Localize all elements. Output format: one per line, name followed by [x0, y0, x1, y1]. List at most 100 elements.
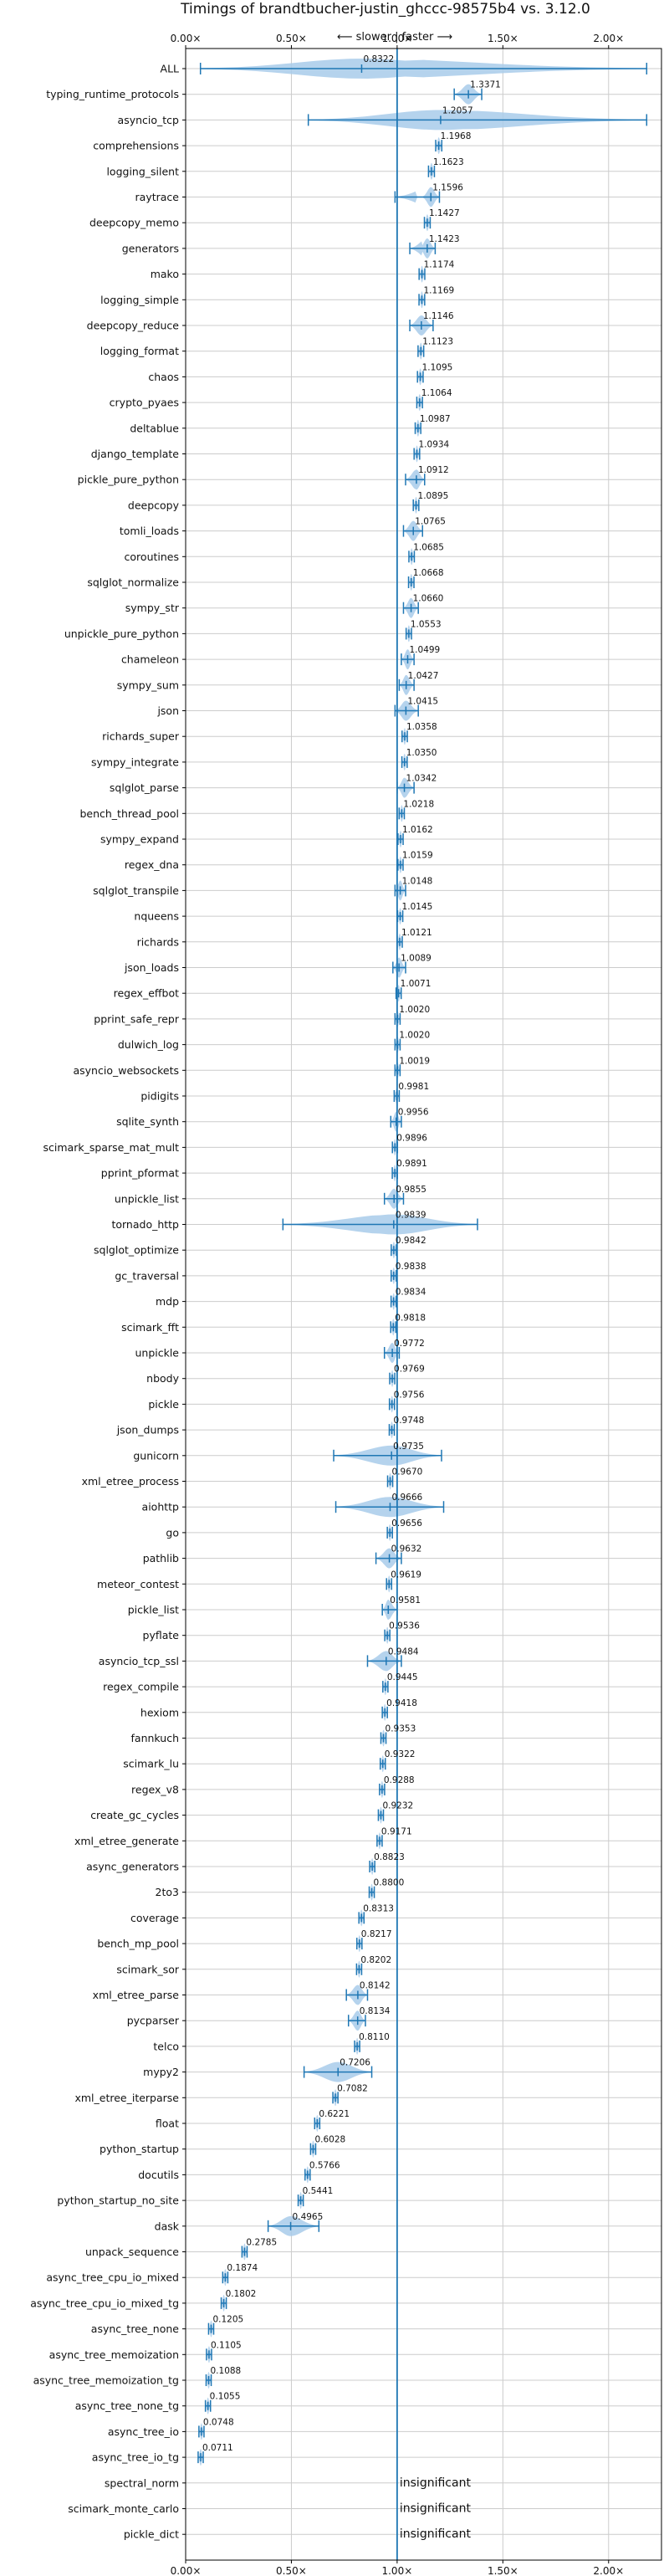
value-label: 0.9666 — [391, 1493, 422, 1503]
value-label: 0.9772 — [394, 1339, 425, 1349]
value-label: 0.8313 — [363, 1903, 394, 1913]
benchmark-label: chaos — [148, 371, 179, 383]
value-label: 1.1427 — [429, 208, 460, 218]
benchmark-label: pycparser — [127, 2015, 180, 2027]
value-label: 0.4965 — [293, 2212, 324, 2222]
benchmark-label: comprehensions — [93, 140, 179, 152]
value-label: 0.0748 — [203, 2417, 234, 2427]
value-label: 0.8134 — [360, 2006, 391, 2016]
value-label: 0.9834 — [396, 1288, 426, 1298]
x-tick-label-bottom: 0.00× — [171, 2565, 202, 2576]
value-label: 1.0553 — [411, 619, 442, 629]
value-label: 0.9288 — [384, 1775, 415, 1785]
value-label: 0.7082 — [337, 2083, 368, 2093]
x-tick-label-bottom: 2.00× — [593, 2565, 624, 2576]
benchmark-label: pidigits — [140, 1090, 179, 1103]
benchmark-label: telco — [153, 2040, 179, 2052]
benchmark-label: docutils — [138, 2169, 179, 2181]
benchmark-label: pickle_dict — [124, 2528, 179, 2541]
value-label: 0.9818 — [395, 1313, 426, 1323]
benchmark-label: async_tree_io_tg — [92, 2451, 179, 2464]
value-label: 1.0987 — [420, 414, 451, 424]
value-label: 0.9756 — [394, 1390, 425, 1400]
benchmark-label: crypto_pyaes — [110, 397, 179, 409]
value-label: 1.0912 — [418, 465, 449, 475]
value-label: 0.9171 — [381, 1826, 412, 1836]
benchmark-label: asyncio_websockets — [73, 1064, 179, 1077]
benchmark-label: chameleon — [121, 653, 179, 666]
value-label: 1.1623 — [433, 157, 464, 167]
benchmark-label: gunicorn — [133, 1449, 179, 1462]
value-label: 1.0685 — [413, 542, 444, 552]
value-label: 1.1146 — [423, 311, 454, 321]
value-label: 0.9981 — [398, 1082, 429, 1092]
grid-layer — [182, 49, 661, 2560]
x-tick-label-bottom: 1.00× — [381, 2565, 412, 2576]
benchmark-label: regex_effbot — [114, 987, 179, 1000]
chart-title: Timings of brandtbucher-justin_ghccc-985… — [180, 1, 590, 18]
benchmark-label: scimark_sparse_mat_mult — [43, 1141, 180, 1154]
benchmark-label: float — [156, 2118, 179, 2130]
benchmark-label: pickle — [148, 1398, 179, 1411]
benchmark-label: unpickle — [135, 1347, 179, 1360]
value-label: 1.1123 — [422, 337, 453, 347]
value-label: 0.9581 — [390, 1595, 421, 1606]
value-label: 0.9735 — [393, 1442, 424, 1452]
benchmark-label: dask — [155, 2220, 180, 2232]
benchmark-label: async_tree_none — [91, 2322, 180, 2335]
benchmark-label: sympy_sum — [117, 679, 179, 691]
benchmark-label: scimark_monte_carlo — [68, 2502, 179, 2515]
benchmark-label: pprint_safe_repr — [94, 1012, 180, 1025]
benchmark-label: mdp — [156, 1295, 179, 1308]
value-label: 0.9769 — [394, 1365, 425, 1375]
value-label: 1.0895 — [418, 491, 449, 501]
benchmark-label: pyflate — [143, 1629, 180, 1641]
x-tick-label-top: 0.00× — [171, 33, 202, 44]
benchmark-label: sqlglot_optimize — [94, 1244, 179, 1257]
benchmark-label: richards_super — [102, 730, 180, 743]
value-label: 1.0121 — [401, 928, 432, 938]
benchmark-label: pathlib — [143, 1552, 179, 1565]
value-label: 0.8800 — [374, 1878, 405, 1888]
benchmark-label: gc_traversal — [115, 1269, 179, 1282]
value-label: 0.9445 — [387, 1672, 418, 1682]
benchmark-label: python_startup_no_site — [57, 2194, 179, 2207]
benchmark-label: coroutines — [125, 551, 179, 563]
benchmark-label: dulwich_log — [118, 1038, 179, 1051]
value-label: 0.7206 — [340, 2058, 370, 2068]
x-tick-label-top: 1.50× — [488, 33, 518, 44]
benchmark-label: tomli_loads — [120, 525, 179, 537]
value-label: 1.0145 — [402, 902, 433, 912]
value-label: 0.9839 — [396, 1211, 426, 1221]
x-tick-label-top: 0.50× — [276, 33, 307, 44]
value-label: 0.9896 — [396, 1133, 427, 1143]
benchmark-label: typing_runtime_protocols — [46, 88, 179, 100]
value-label: 1.1064 — [421, 388, 452, 398]
value-label: 1.0218 — [403, 799, 434, 809]
benchmark-label: xml_etree_parse — [93, 1989, 180, 2001]
value-label: 1.0350 — [406, 748, 437, 758]
value-label: 1.2057 — [442, 105, 473, 115]
benchmark-label: async_tree_memoization — [49, 2348, 179, 2361]
value-label: 1.0159 — [402, 851, 433, 861]
value-label: 0.1055 — [210, 2392, 241, 2402]
value-label: 1.0499 — [410, 645, 441, 655]
benchmark-label: async_tree_io — [108, 2425, 179, 2438]
violin-layer — [197, 59, 648, 2466]
benchmark-label: deepcopy_reduce — [87, 320, 180, 332]
value-label: 0.8823 — [374, 1852, 405, 1862]
benchmark-label: async_tree_cpu_io_mixed — [46, 2271, 179, 2284]
x-axis: 0.00× 0.00× 0.50× 0.50× 1.00× 1.00× 1.50× 1.50×… — [171, 33, 625, 2576]
benchmark-label: regex_dna — [125, 858, 179, 871]
value-label: 0.2785 — [246, 2238, 277, 2248]
value-label: 0.9484 — [388, 1646, 419, 1657]
value-label: 0.8217 — [361, 1929, 392, 1939]
benchmark-label: spectral_norm — [105, 2476, 179, 2489]
value-label: 0.0711 — [202, 2443, 233, 2453]
benchmark-label: scimark_lu — [123, 1758, 179, 1770]
value-label: 0.9670 — [392, 1467, 423, 1477]
chart-subtitle: ⟵ slower | faster ⟶ — [337, 31, 452, 44]
value-label: 0.1088 — [211, 2366, 242, 2376]
value-label: 0.9632 — [391, 1544, 422, 1554]
benchmark-label: sqlglot_parse — [110, 781, 179, 794]
